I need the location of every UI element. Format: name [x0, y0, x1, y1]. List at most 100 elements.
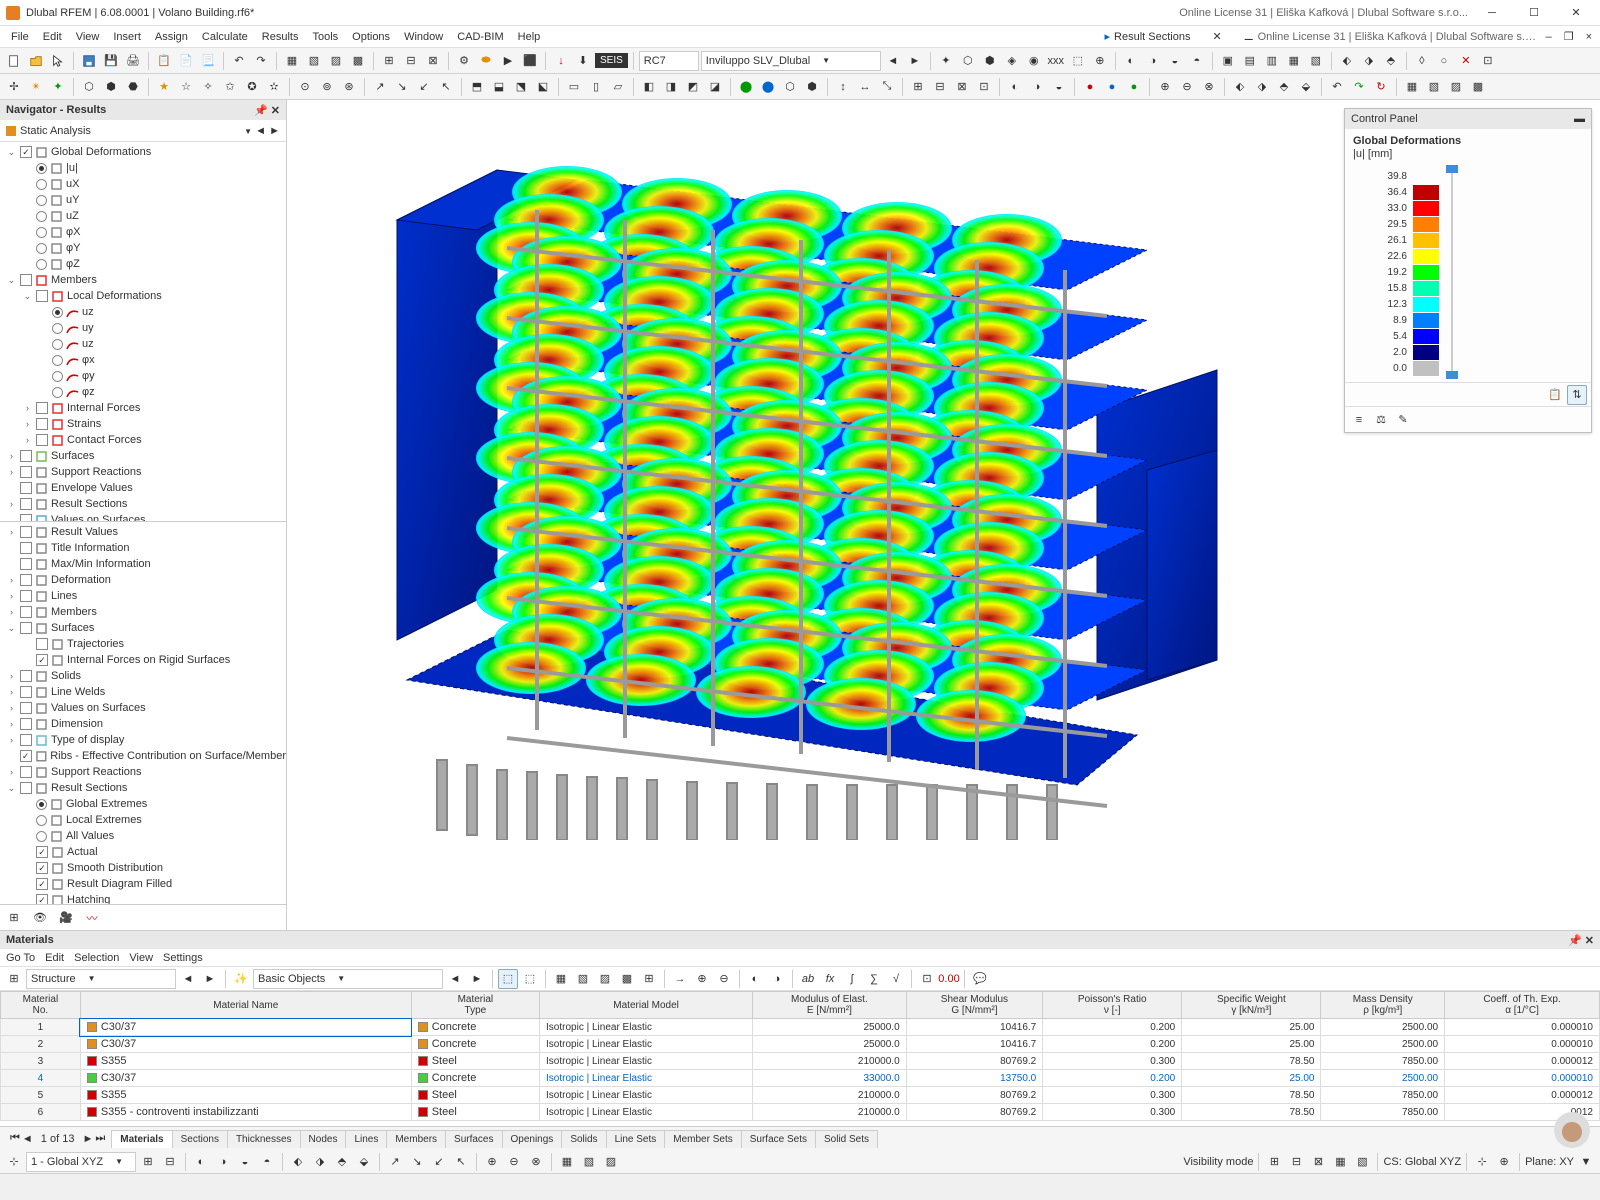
table-row[interactable]: 6S355 - controventi instabilizzantiSteel…: [1, 1104, 1600, 1121]
t2d-icon[interactable]: ⬡: [79, 77, 99, 97]
t2ao-icon[interactable]: ⊡: [974, 77, 994, 97]
bp-t12-icon[interactable]: fx: [820, 969, 840, 989]
view2-icon[interactable]: ▧: [304, 51, 324, 71]
t2an-icon[interactable]: ⊠: [952, 77, 972, 97]
print-icon[interactable]: 🖨: [123, 51, 143, 71]
res2-icon[interactable]: ⬡: [958, 51, 978, 71]
t2bd-icon[interactable]: ↷: [1349, 77, 1369, 97]
tree-item[interactable]: ›Strains: [0, 416, 286, 432]
bp-wand-icon[interactable]: ✨: [231, 969, 251, 989]
bp-tab-member-sets[interactable]: Member Sets: [664, 1130, 741, 1148]
tree-item[interactable]: φz: [0, 384, 286, 400]
menu-help[interactable]: Help: [511, 29, 548, 45]
st21-icon[interactable]: ⊞: [1264, 1152, 1284, 1172]
bp-t15-icon[interactable]: √: [886, 969, 906, 989]
res7-icon[interactable]: ⬚: [1068, 51, 1088, 71]
maximize-button[interactable]: ☐: [1516, 2, 1552, 24]
t2ak-icon[interactable]: ⤡: [877, 77, 897, 97]
tree-item[interactable]: ›Members: [0, 604, 286, 620]
t2ax-icon[interactable]: ⊗: [1199, 77, 1219, 97]
assistant-avatar[interactable]: [1554, 1112, 1590, 1148]
tree-item[interactable]: Ribs - Effective Contribution on Surface…: [0, 748, 286, 764]
t2az-icon[interactable]: ⬗: [1252, 77, 1272, 97]
bp-tab-members[interactable]: Members: [386, 1130, 446, 1148]
save-icon[interactable]: [79, 51, 99, 71]
pin-icon[interactable]: 📌: [254, 105, 268, 117]
bp-next1-icon[interactable]: ►: [200, 969, 220, 989]
col-header[interactable]: Material Name: [80, 992, 411, 1019]
calc3-icon[interactable]: ▶: [498, 51, 518, 71]
tree-item[interactable]: φY: [0, 240, 286, 256]
tree-item[interactable]: ›Support Reactions: [0, 464, 286, 480]
st17-icon[interactable]: ⊗: [526, 1152, 546, 1172]
bp-tab-line-sets[interactable]: Line Sets: [606, 1130, 666, 1148]
ro-icon[interactable]: ✕: [1456, 51, 1476, 71]
t2e-icon[interactable]: ⬢: [101, 77, 121, 97]
t2ad-icon[interactable]: ◪: [705, 77, 725, 97]
t2z-icon[interactable]: ▱: [608, 77, 628, 97]
tree-item[interactable]: ›Dimension: [0, 716, 286, 732]
t2ba-icon[interactable]: ⬘: [1274, 77, 1294, 97]
bp-tab-thicknesses[interactable]: Thicknesses: [227, 1130, 301, 1148]
result-sections-close-icon[interactable]: ✕: [1194, 30, 1239, 43]
menu-window[interactable]: Window: [397, 29, 450, 45]
bp-tab-sections[interactable]: Sections: [172, 1130, 228, 1148]
bp-menu-selection[interactable]: Selection: [74, 952, 119, 964]
menu-results[interactable]: Results: [255, 29, 306, 45]
menu-tools[interactable]: Tools: [305, 29, 345, 45]
doc-icon[interactable]: 📃: [198, 51, 218, 71]
tree-item[interactable]: ›Surfaces: [0, 448, 286, 464]
bp-t5-icon[interactable]: ⊞: [639, 969, 659, 989]
st2-icon[interactable]: ⊟: [160, 1152, 180, 1172]
res1-icon[interactable]: ✦: [936, 51, 956, 71]
t2bc-icon[interactable]: ↶: [1327, 77, 1347, 97]
t2ae-icon[interactable]: ⬤: [736, 77, 756, 97]
new-icon[interactable]: [4, 51, 24, 71]
t2l-icon[interactable]: ✫: [264, 77, 284, 97]
legend-slider-bottom[interactable]: [1446, 371, 1458, 379]
tree-item[interactable]: ›Deformation: [0, 572, 286, 588]
tree-item[interactable]: φy: [0, 368, 286, 384]
bp-t18-icon[interactable]: 💬: [970, 969, 990, 989]
st-cs-combo[interactable]: 1 - Global XYZ▼: [26, 1152, 136, 1172]
t2ap-icon[interactable]: ◐: [1005, 77, 1025, 97]
t2m-icon[interactable]: ⊙: [295, 77, 315, 97]
rm-icon[interactable]: ◊: [1412, 51, 1432, 71]
tree-item[interactable]: ⌄Surfaces: [0, 620, 286, 636]
bp-prev1-icon[interactable]: ◄: [178, 969, 198, 989]
menu-cad-bim[interactable]: CAD-BIM: [450, 29, 510, 45]
rb-icon[interactable]: ◑: [1143, 51, 1163, 71]
table-row[interactable]: 3S355SteelIsotropic | Linear Elastic2100…: [1, 1053, 1600, 1070]
t2s-icon[interactable]: ↖: [436, 77, 456, 97]
st9-icon[interactable]: ⬘: [332, 1152, 352, 1172]
open-icon[interactable]: [26, 51, 46, 71]
t2bg-icon[interactable]: ▧: [1424, 77, 1444, 97]
tree-item[interactable]: ›Support Reactions: [0, 764, 286, 780]
cp-btn1-icon[interactable]: 📋: [1545, 385, 1565, 405]
nav-next-icon[interactable]: ►: [269, 125, 280, 137]
t2af-icon[interactable]: ⬤: [758, 77, 778, 97]
t2c-icon[interactable]: ✦: [48, 77, 68, 97]
bp-tab-surfaces[interactable]: Surfaces: [445, 1130, 502, 1148]
tree-item[interactable]: uz: [0, 304, 286, 320]
bp-tab-openings[interactable]: Openings: [502, 1130, 563, 1148]
rp-icon[interactable]: ⊡: [1478, 51, 1498, 71]
tree-item[interactable]: Smooth Distribution: [0, 860, 286, 876]
tree-item[interactable]: ⌄Local Deformations: [0, 288, 286, 304]
st5-icon[interactable]: ◒: [235, 1152, 255, 1172]
t2p-icon[interactable]: ↗: [370, 77, 390, 97]
bp-t7-icon[interactable]: ⊕: [692, 969, 712, 989]
res3-icon[interactable]: ⬢: [980, 51, 1000, 71]
prev-lc-icon[interactable]: ◄: [883, 51, 903, 71]
st10-icon[interactable]: ⬙: [354, 1152, 374, 1172]
result-sections-label[interactable]: Result Sections: [1114, 31, 1190, 43]
bp-menu-edit[interactable]: Edit: [45, 952, 64, 964]
rn-icon[interactable]: ○: [1434, 51, 1454, 71]
cp-tab1-icon[interactable]: ≡: [1349, 410, 1369, 430]
st19-icon[interactable]: ▧: [579, 1152, 599, 1172]
navtab1-icon[interactable]: ⊞: [4, 908, 24, 928]
tree-item[interactable]: ⌄Members: [0, 272, 286, 288]
bp-t1-icon[interactable]: ▦: [551, 969, 571, 989]
col-header[interactable]: Coeff. of Th. Exp.α [1/°C]: [1445, 992, 1600, 1019]
tree-item[interactable]: Hatching: [0, 892, 286, 904]
